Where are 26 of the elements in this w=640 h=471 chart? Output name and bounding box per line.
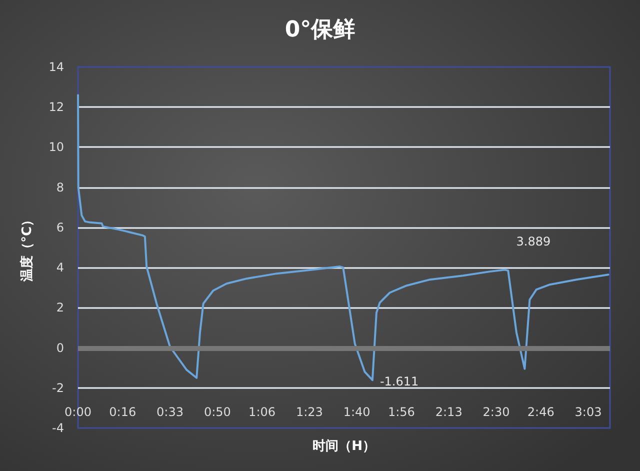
x-tick-label: 1:06	[248, 405, 276, 419]
y-tick-label: 12	[48, 100, 64, 114]
y-tick-label: 14	[48, 60, 64, 74]
x-tick-label: 0:50	[204, 405, 231, 419]
y-tick-label: 6	[56, 220, 64, 234]
x-tick-label: 3:03	[574, 405, 602, 419]
y-tick-label: 8	[56, 180, 64, 194]
y-tick-label: 2	[56, 300, 64, 315]
annotation: 3.889	[516, 234, 551, 248]
x-tick-label: 0:16	[109, 405, 136, 419]
x-tick-label: 2:13	[435, 405, 462, 419]
x-tick-label: 2:46	[527, 405, 554, 419]
x-axis-title: 时间（H）	[312, 439, 376, 454]
y-tick-label: -2	[52, 380, 64, 395]
x-tick-label: 2:30	[482, 405, 510, 419]
x-tick-label: 1:56	[388, 405, 415, 419]
x-tick-label: 1:23	[296, 405, 323, 419]
y-tick-label: -4	[52, 421, 64, 435]
x-tick-label: 1:40	[343, 405, 370, 419]
y-tick-label: 4	[56, 260, 64, 275]
y-tick-label: 10	[48, 140, 64, 154]
annotation: -1.611	[380, 374, 419, 389]
y-axis-title: 温度（°C）	[19, 213, 35, 283]
x-tick-label: 0:33	[156, 405, 184, 419]
chart-title: 0°保鲜	[284, 18, 356, 42]
y-tick-label: 0	[56, 340, 64, 355]
